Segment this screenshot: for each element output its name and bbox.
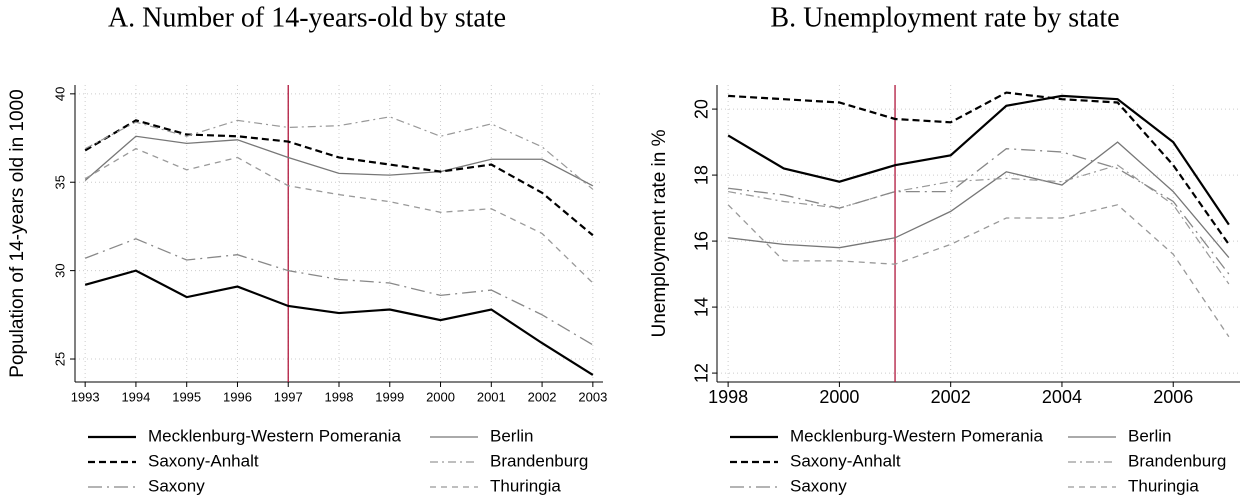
series-line xyxy=(728,141,1230,259)
legend-label: Berlin xyxy=(490,426,533,445)
x-tick-label: 2006 xyxy=(1153,387,1193,407)
chart-title: A. Number of 14-years-old by state xyxy=(108,2,506,33)
series-line xyxy=(84,119,594,237)
x-tick-label: 1999 xyxy=(375,389,404,404)
legend-label: Saxony-Anhalt xyxy=(790,451,901,470)
y-tick-label: 14 xyxy=(692,297,712,317)
y-axis-title: Population of 14-years old in 1000 xyxy=(7,89,28,377)
x-tick-label: 1998 xyxy=(325,389,354,404)
y-tick-label: 12 xyxy=(692,363,712,383)
x-tick-label: 2001 xyxy=(477,389,506,404)
legend-label: Saxony-Anhalt xyxy=(148,451,259,470)
x-tick-label: 1996 xyxy=(223,389,252,404)
legend-label: Berlin xyxy=(1128,426,1171,445)
y-tick-label: 18 xyxy=(692,165,712,185)
x-tick-label: 2000 xyxy=(819,387,859,407)
chart-title: B. Unemployment rate by state xyxy=(770,2,1119,33)
legend-label: Thuringia xyxy=(1128,476,1199,495)
legend-label: Thuringia xyxy=(490,476,561,495)
legend-label: Mecklenburg-Western Pomerania xyxy=(148,426,401,445)
x-tick-label: 2002 xyxy=(528,389,557,404)
y-tick-label: 30 xyxy=(52,263,67,277)
x-tick-label: 1997 xyxy=(274,389,303,404)
x-tick-label: 1993 xyxy=(71,389,100,404)
y-tick-label: 20 xyxy=(692,99,712,119)
x-tick-label: 1994 xyxy=(121,389,150,404)
series-line xyxy=(84,116,594,190)
x-tick-label: 2004 xyxy=(1042,387,1082,407)
legend-label: Saxony xyxy=(148,476,205,495)
y-tick-label: 16 xyxy=(692,231,712,251)
x-tick-label: 1998 xyxy=(708,387,748,407)
x-tick-label: 2002 xyxy=(931,387,971,407)
series-line xyxy=(728,148,1230,275)
series-line xyxy=(84,269,594,376)
series-line xyxy=(728,91,1230,246)
series-line xyxy=(727,204,1230,338)
series-line xyxy=(84,135,594,187)
series-line xyxy=(84,147,594,284)
y-tick-label: 35 xyxy=(52,175,67,189)
series-line xyxy=(84,238,594,346)
series-line xyxy=(728,164,1230,285)
y-tick-label: 40 xyxy=(52,87,67,101)
x-tick-label: 1995 xyxy=(172,389,201,404)
legend-label: Saxony xyxy=(790,476,847,495)
y-axis-title: Unemployment rate in % xyxy=(649,129,670,337)
y-tick-label: 25 xyxy=(52,352,67,366)
legend-label: Brandenburg xyxy=(1128,451,1226,470)
legend-label: Mecklenburg-Western Pomerania xyxy=(790,426,1043,445)
series-line xyxy=(727,94,1230,226)
legend-label: Brandenburg xyxy=(490,451,588,470)
x-tick-label: 2000 xyxy=(426,389,455,404)
x-tick-label: 2003 xyxy=(578,389,607,404)
